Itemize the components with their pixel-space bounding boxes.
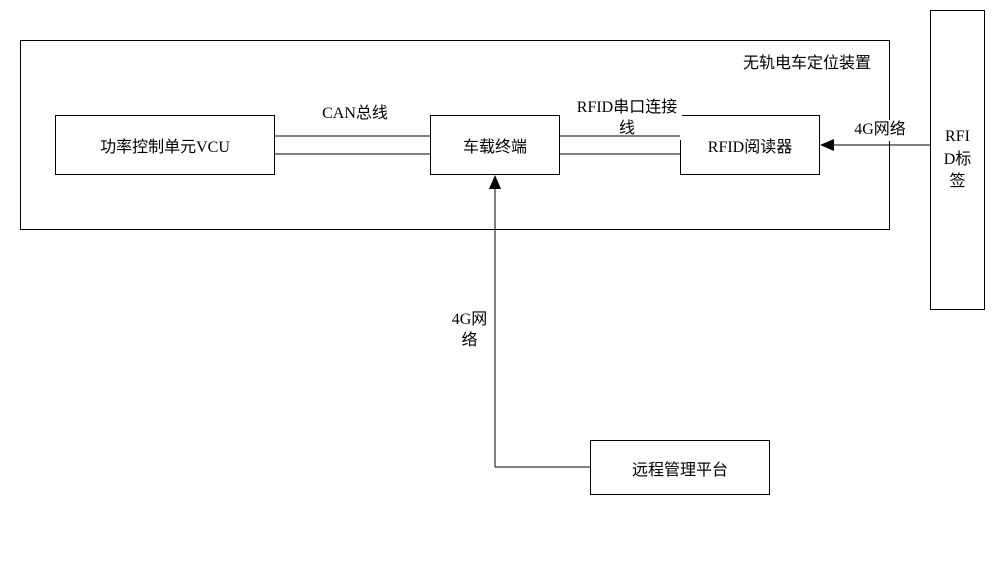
edge-label-can-bus: CAN总线 xyxy=(315,104,395,125)
tag-label: RFI D标 签 xyxy=(944,126,972,193)
vcu-label: 功率控制单元VCU xyxy=(100,133,230,157)
node-rfid-reader: RFID阅读器 xyxy=(680,115,820,175)
node-rfid-tag: RFI D标 签 xyxy=(930,10,985,310)
platform-label: 远程管理平台 xyxy=(632,456,728,480)
node-vcu: 功率控制单元VCU xyxy=(55,115,275,175)
terminal-label: 车载终端 xyxy=(463,133,527,157)
reader-label: RFID阅读器 xyxy=(708,133,792,157)
edge-label-rfid-serial: RFID串口连接 线 xyxy=(572,98,682,140)
container-title: 无轨电车定位装置 xyxy=(743,49,871,73)
node-remote-platform: 远程管理平台 xyxy=(590,440,770,495)
edge-label-4g-tag: 4G网络 xyxy=(845,120,915,141)
edge-label-4g-platform: 4G网 络 xyxy=(442,310,497,352)
node-terminal: 车载终端 xyxy=(430,115,560,175)
